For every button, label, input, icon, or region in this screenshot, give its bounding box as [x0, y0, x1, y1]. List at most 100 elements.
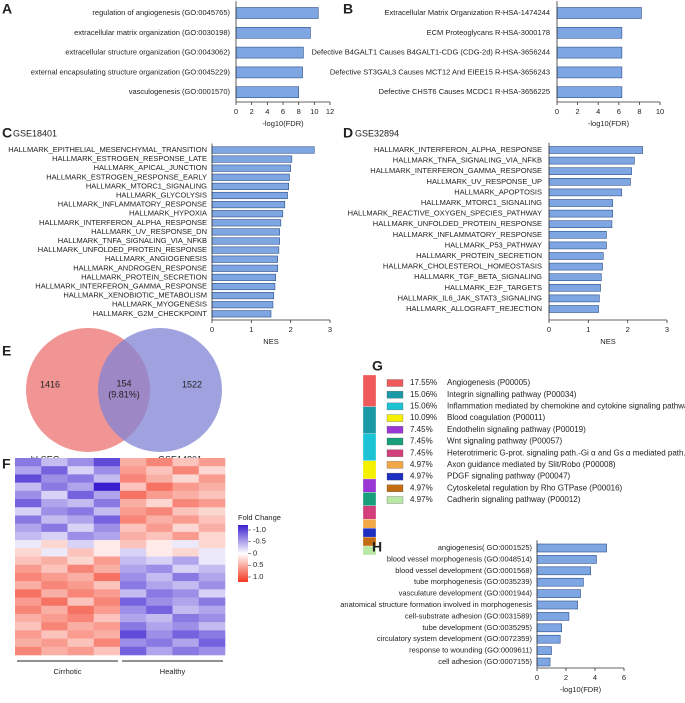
- heatmap-cell: [198, 531, 226, 541]
- heatmap-cell: [67, 474, 95, 483]
- heatmap-cell: [93, 581, 121, 590]
- heatmap-cell: [198, 507, 226, 516]
- stacked-segment: [362, 433, 377, 461]
- heatmap-cell: [146, 540, 173, 549]
- heatmap-cell: [172, 466, 200, 475]
- x-tick-label: 0: [535, 673, 539, 682]
- category-label: HALLMARK_XENOBIOTIC_METABOLISM: [63, 291, 207, 300]
- heatmap-cell: [15, 548, 42, 557]
- bar: [211, 191, 288, 200]
- heatmap-cell: [15, 482, 42, 492]
- legend-swatch: [386, 402, 404, 411]
- heatmap-cell: [67, 531, 95, 541]
- x-tick-label: 10: [656, 107, 664, 116]
- x-tick-label: 2: [564, 673, 568, 682]
- x-tick-label: 10: [310, 107, 318, 116]
- bar: [235, 86, 299, 98]
- heatmap-cell: [93, 482, 121, 492]
- colorbar-title: Fold Change: [238, 513, 281, 522]
- venn-count: 1416: [40, 379, 60, 389]
- heatmap-cell: [198, 622, 226, 631]
- heatmap-cell: [67, 581, 95, 590]
- category-label: HALLMARK_INTERFERON_ALPHA_RESPONSE: [39, 218, 207, 227]
- category-label: response to wounding (GO:0009611): [409, 646, 532, 655]
- bar: [536, 634, 561, 644]
- bar: [211, 255, 278, 263]
- heatmap-cell: [93, 564, 121, 574]
- bar: [536, 657, 551, 667]
- heatmap-cell: [198, 499, 226, 508]
- bar: [556, 7, 642, 19]
- heatmap-cell: [93, 548, 121, 557]
- panel-letter: A: [2, 1, 12, 17]
- category-label: angiogenesis( GO:0001525): [438, 543, 533, 552]
- colorbar-tick-label: -1.0: [253, 525, 266, 534]
- bar: [536, 543, 607, 553]
- heatmap-cell: [120, 646, 147, 656]
- heatmap-cell: [146, 622, 173, 631]
- heatmap-cell: [15, 630, 42, 639]
- category-label: HALLMARK_G2M_CHECKPOINT: [93, 309, 208, 318]
- bar: [211, 292, 275, 300]
- heatmap-cell: [172, 646, 200, 656]
- heatmap-cell: [146, 548, 173, 557]
- category-label: Extracellular Matrix Organization R-HSA-…: [385, 8, 551, 17]
- heatmap-cell: [41, 523, 68, 533]
- heatmap-cell: [41, 581, 68, 590]
- heatmap-cell: [172, 630, 200, 639]
- heatmap-cell: [198, 556, 226, 566]
- heatmap-cell: [198, 646, 226, 656]
- heatmap-cell: [41, 458, 68, 467]
- heatmap-cell: [198, 523, 226, 533]
- x-tick-label: 12: [326, 107, 334, 116]
- heatmap-cell: [93, 605, 121, 615]
- category-label: HALLMARK_IL6_JAK_STAT3_SIGNALING: [398, 293, 543, 302]
- x-tick-label: 0: [210, 325, 214, 334]
- bar: [548, 262, 603, 271]
- category-label: HALLMARK_P53_PATHWAY: [445, 240, 542, 249]
- heatmap-cell: [67, 613, 95, 623]
- bar: [211, 228, 280, 236]
- heatmap-cell: [172, 523, 200, 533]
- x-tick-label: 1: [586, 325, 590, 334]
- category-label: Defective B4GALT1 Causes B4GALT1-CDG (CD…: [311, 48, 550, 57]
- heatmap-cell: [15, 638, 42, 648]
- x-tick-label: 8: [637, 107, 641, 116]
- bar: [211, 264, 278, 272]
- legend-swatch: [386, 426, 404, 434]
- heatmap-cell: [120, 548, 147, 557]
- value-label: 10.09%: [410, 413, 437, 422]
- heatmap-cell: [67, 482, 95, 492]
- x-tick-label: 3: [328, 325, 332, 334]
- heatmap-cell: [198, 572, 226, 582]
- value-label: 7.45%: [410, 448, 433, 457]
- heatmap-cell: [120, 474, 147, 483]
- colorbar-tick-label: 0: [253, 548, 257, 557]
- heatmap-cell: [120, 458, 147, 467]
- heatmap-cell: [172, 622, 200, 631]
- heatmap-cell: [198, 597, 226, 607]
- legend-swatch: [386, 461, 404, 469]
- heatmap-cell: [146, 613, 173, 623]
- heatmap-cell: [198, 466, 226, 475]
- legend-swatch: [386, 379, 404, 387]
- heatmap-cell: [146, 572, 173, 582]
- category-label: vasculogenesis (GO:0001570): [129, 87, 231, 96]
- heatmap-cell: [198, 638, 226, 648]
- heatmap-cell: [15, 589, 42, 598]
- legend-swatch: [386, 496, 404, 504]
- heatmap-cell: [93, 499, 121, 508]
- bar: [211, 310, 272, 318]
- heatmap-cell: [41, 630, 68, 639]
- category-label: HALLMARK_HYPOXIA: [129, 209, 207, 218]
- category-label: tube development (GO:0035295): [422, 623, 532, 632]
- panel-title: GSE18401: [13, 128, 57, 138]
- heatmap-cell: [198, 540, 226, 549]
- legend-swatch: [386, 414, 404, 422]
- legend-swatch: [386, 484, 404, 492]
- bar: [556, 26, 623, 39]
- x-tick-label: 4: [593, 673, 597, 682]
- bar: [548, 241, 607, 250]
- category-label: circulatory system development (GO:00723…: [377, 634, 533, 643]
- heatmap-cell: [146, 523, 173, 533]
